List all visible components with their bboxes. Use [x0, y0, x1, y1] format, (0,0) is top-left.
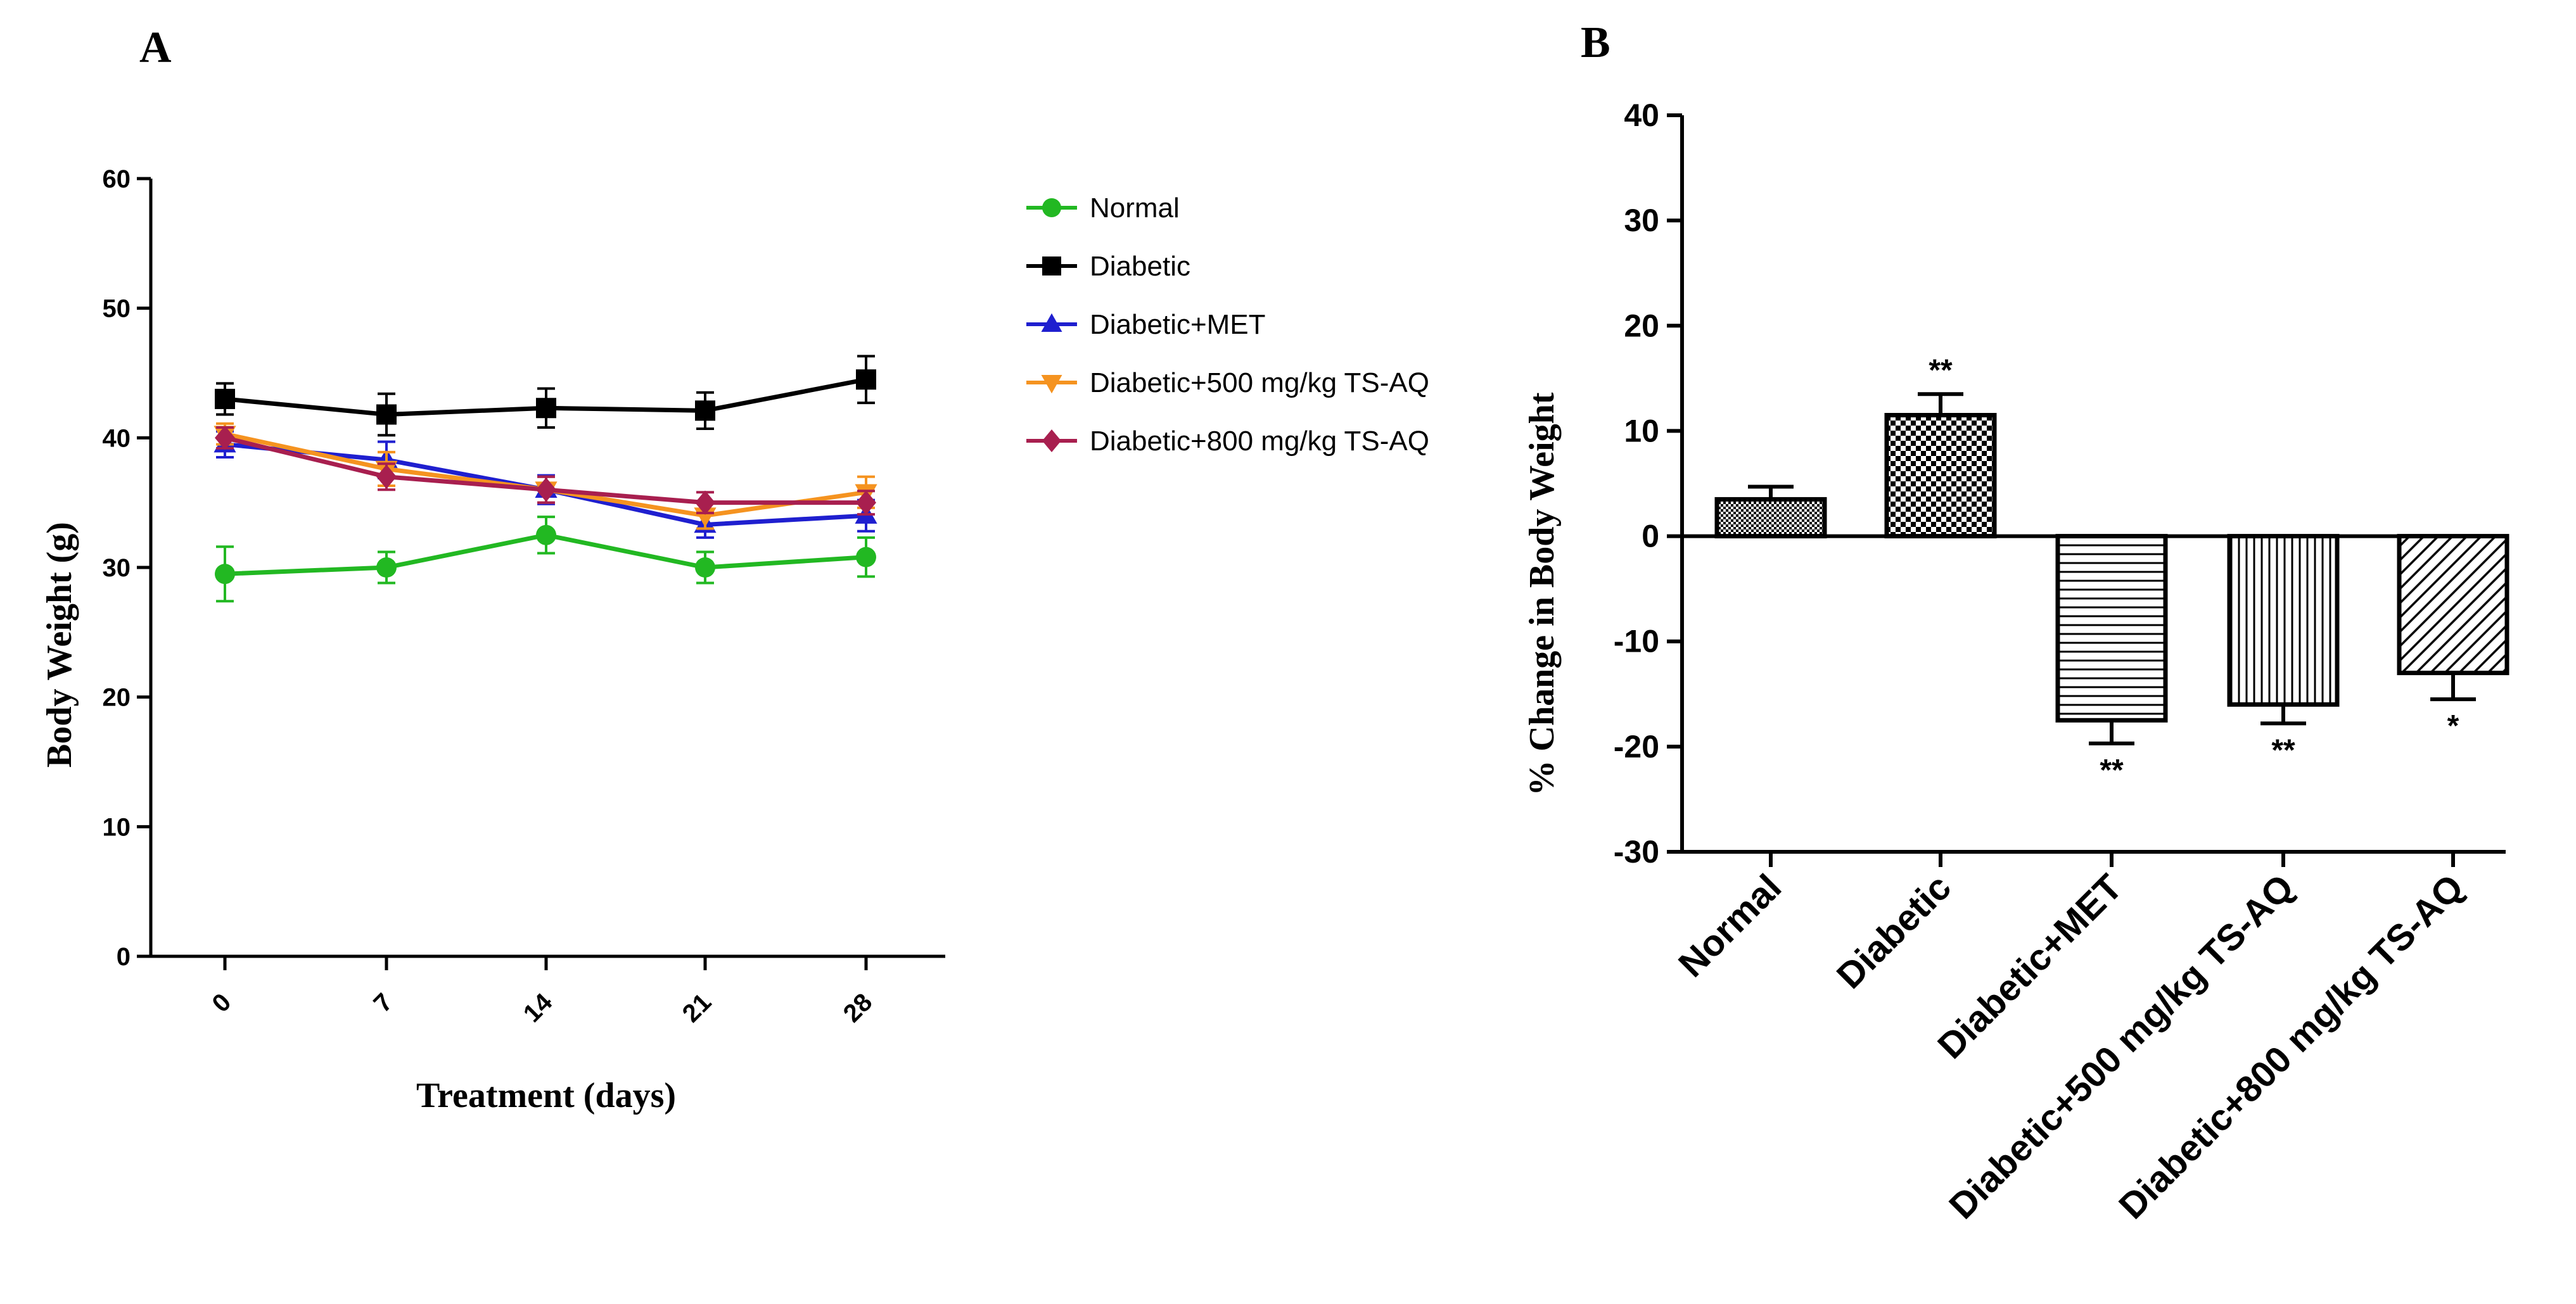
panel-a-x-axis-title: Treatment (days): [416, 1076, 676, 1115]
y-tick-label: 30: [1624, 203, 1659, 238]
y-tick-label: 30: [103, 554, 131, 582]
bar: [1714, 497, 1827, 539]
data-point: [856, 490, 876, 515]
y-tick-label: -10: [1614, 624, 1659, 659]
category-label: Diabetic+500 mg/kg TS-AQ: [1941, 866, 2302, 1227]
category-label: Diabetic: [1829, 866, 1960, 997]
data-point: [695, 490, 715, 515]
y-tick-label: 0: [1642, 519, 1659, 554]
panel-a-y-axis-title: Body Weight (g): [40, 522, 79, 768]
y-tick-label: -30: [1614, 834, 1659, 870]
x-tick-label: 0: [207, 988, 237, 1018]
data-point: [376, 464, 397, 489]
y-tick-label: 10: [103, 813, 131, 841]
y-tick-label: 50: [103, 295, 131, 323]
significance-annotation: **: [2100, 754, 2124, 787]
category-label: Diabetic+MET: [1930, 866, 2130, 1067]
data-point: [856, 369, 876, 390]
y-tick-label: 40: [1624, 98, 1659, 133]
x-tick-label: 28: [838, 988, 878, 1028]
panel-a-legend: Normal Diabetic Diabetic+MET Diabetic+500 m…: [1026, 193, 1429, 457]
data-point: [215, 388, 235, 409]
bar: [1884, 413, 1997, 539]
significance-annotation: **: [1929, 353, 1953, 387]
y-tick-label: 20: [103, 684, 131, 712]
legend-item: Diabetic+MET: [1026, 309, 1266, 340]
legend-marker: [1042, 256, 1061, 275]
data-point: [695, 400, 715, 421]
data-point: [376, 404, 397, 425]
y-tick-label: 60: [103, 165, 131, 193]
category-label: Diabetic+800 mg/kg TS-AQ: [2111, 866, 2471, 1227]
legend-marker: [1042, 429, 1061, 452]
legend-label: Diabetic+800 mg/kg TS-AQ: [1090, 426, 1429, 457]
panel-a-chart: 0 10 20 30 40 50 60 0 7 14 21 28: [103, 165, 945, 1028]
legend-marker: [1041, 375, 1062, 394]
panel-b-y-axis-title: % Change in Body Weight: [1522, 392, 1562, 795]
x-tick-label: 21: [677, 988, 717, 1028]
bar: [2055, 534, 2168, 723]
data-point: [215, 426, 235, 450]
series-normal: [215, 516, 876, 603]
legend-label: Diabetic+MET: [1090, 309, 1266, 340]
panel-a-label: A: [139, 23, 172, 72]
legend-marker: [1042, 198, 1061, 217]
data-point: [695, 557, 715, 578]
data-point: [536, 398, 556, 419]
series-diabetic: [215, 355, 876, 437]
legend-item: Normal: [1026, 193, 1180, 224]
legend-label: Diabetic: [1090, 251, 1190, 282]
legend-item: Diabetic: [1026, 251, 1190, 282]
significance-annotation: **: [2271, 733, 2295, 767]
data-point: [856, 547, 876, 567]
panel-b-chart: -30 -20 -10 0 10 20 30 40 Normal ** Diabetic ** Diab…: [1614, 98, 2509, 1227]
data-point: [536, 478, 556, 502]
x-tick-label: 14: [518, 988, 558, 1028]
bar: [2227, 534, 2340, 707]
data-point: [536, 524, 556, 545]
legend-label: Diabetic+500 mg/kg TS-AQ: [1090, 367, 1429, 398]
panel-b-label: B: [1581, 18, 1610, 67]
legend-label: Normal: [1090, 193, 1180, 224]
legend-item: Diabetic+800 mg/kg TS-AQ: [1026, 426, 1429, 457]
bar: [2397, 534, 2509, 676]
data-point: [376, 557, 397, 578]
legend-item: Diabetic+500 mg/kg TS-AQ: [1026, 367, 1429, 398]
legend-marker: [1041, 313, 1062, 332]
significance-annotation: *: [2447, 709, 2459, 743]
category-label: Normal: [1671, 866, 1789, 985]
y-tick-label: 10: [1624, 413, 1659, 448]
x-tick-label: 7: [369, 988, 399, 1018]
y-tick-label: 0: [117, 943, 131, 971]
y-tick-label: 20: [1624, 308, 1659, 343]
y-tick-label: -20: [1614, 729, 1659, 764]
data-point: [215, 564, 235, 585]
y-tick-label: 40: [103, 424, 131, 452]
series-diabetic-800-mg-kg-ts-aq: [215, 426, 876, 516]
